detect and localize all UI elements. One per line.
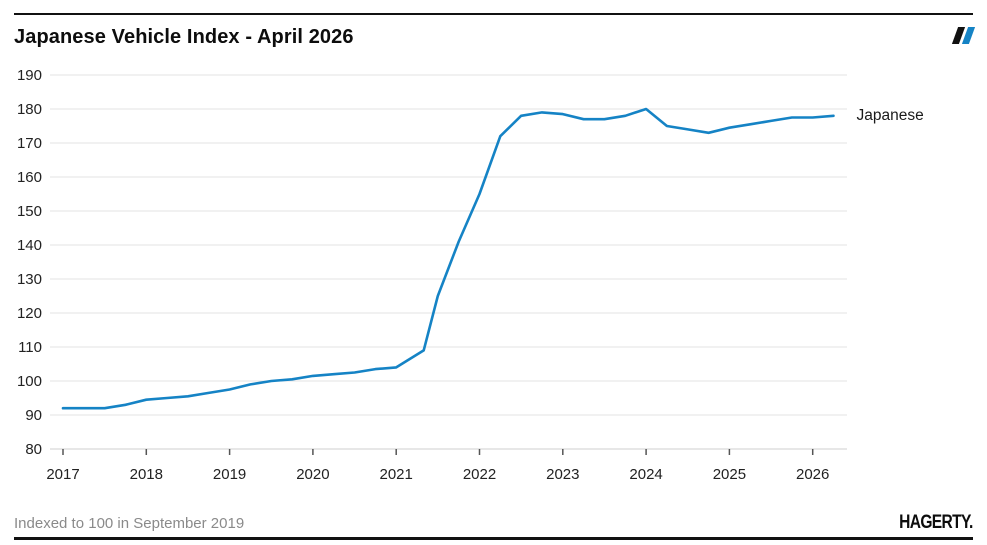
hagerty-logo: HAGERTY. [899,512,973,533]
series-label-japanese: Japanese [856,106,924,124]
x-tick-label: 2020 [296,466,329,483]
y-tick-label: 110 [18,339,42,356]
y-tick-label: 130 [17,271,42,288]
y-tick-label: 140 [17,237,42,254]
x-tick-label: 2024 [629,466,662,483]
x-tick-label: 2025 [713,466,746,483]
y-tick-label: 170 [17,135,42,152]
y-tick-label: 150 [17,203,42,220]
x-tick-label: 2019 [213,466,246,483]
x-tick-label: 2017 [46,466,79,483]
x-tick-label: 2018 [130,466,163,483]
top-divider [14,13,973,15]
bottom-divider [14,537,973,540]
y-tick-label: 80 [25,441,42,458]
x-tick-label: 2022 [463,466,496,483]
x-tick-label: 2023 [546,466,579,483]
y-tick-label: 160 [17,169,42,186]
index-base-note: Indexed to 100 in September 2019 [14,515,245,532]
y-tick-label: 90 [25,407,42,424]
y-tick-label: 120 [17,305,42,322]
series-line-japanese [61,107,835,410]
y-tick-label: 190 [17,67,42,84]
x-tick-label: 2026 [796,466,829,483]
y-tick-label: 100 [17,373,42,390]
y-tick-label: 180 [17,101,42,118]
x-tick-label: 2021 [380,466,413,483]
chart-title: Japanese Vehicle Index - April 2026 [14,26,354,48]
